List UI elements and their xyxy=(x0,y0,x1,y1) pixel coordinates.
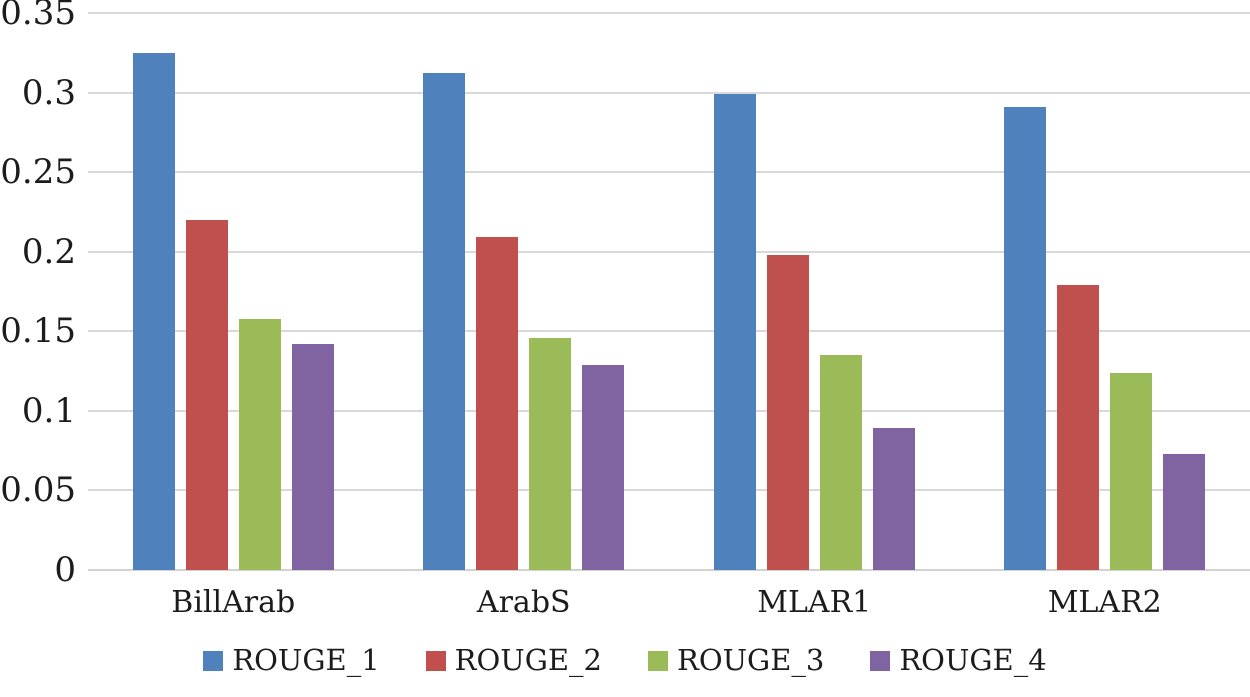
legend-label: ROUGE_2 xyxy=(454,643,602,677)
legend-label: ROUGE_1 xyxy=(232,643,380,677)
bar-rouge_1-billarab xyxy=(132,53,175,570)
y-tick-label: 0.1 xyxy=(21,390,76,431)
y-tick-label: 0.15 xyxy=(0,311,76,352)
bar-rouge_1-mlar2 xyxy=(1004,107,1047,570)
gridline xyxy=(88,489,1250,492)
x-axis-line xyxy=(88,569,1250,571)
bar-rouge_1-mlar1 xyxy=(713,94,756,570)
y-tick-label: 0.35 xyxy=(0,0,76,33)
bar-rouge_2-billarab xyxy=(185,220,228,570)
bar-group-arabs xyxy=(423,73,625,570)
bar-rouge_3-mlar2 xyxy=(1110,373,1153,570)
legend-item-rouge_1: ROUGE_1 xyxy=(203,643,380,677)
bar-rouge_4-mlar1 xyxy=(872,428,915,570)
legend-swatch-icon xyxy=(425,650,446,671)
x-axis-label-mlar2: MLAR2 xyxy=(1047,585,1162,620)
plot-area xyxy=(88,12,1250,571)
bar-rouge_3-billarab xyxy=(238,319,281,570)
legend-item-rouge_2: ROUGE_2 xyxy=(425,643,602,677)
y-tick-label: 0.05 xyxy=(0,470,76,511)
legend: ROUGE_1 ROUGE_2 ROUGE_3 ROUGE_4 xyxy=(0,646,1250,675)
legend-item-rouge_4: ROUGE_4 xyxy=(870,643,1047,677)
bar-rouge_2-arabs xyxy=(476,237,519,570)
gridline xyxy=(88,330,1250,333)
bar-rouge_2-mlar1 xyxy=(766,255,809,570)
bar-rouge_1-arabs xyxy=(423,73,466,570)
legend-item-rouge_3: ROUGE_3 xyxy=(648,646,824,675)
y-tick-label: 0.25 xyxy=(0,152,76,193)
y-tick-label: 0.2 xyxy=(21,231,76,272)
gridline xyxy=(88,91,1250,94)
y-tick-label: 0 xyxy=(54,550,76,590)
legend-swatch-icon xyxy=(203,650,224,671)
bar-rouge_3-mlar1 xyxy=(819,355,862,570)
y-tick-label: 0.3 xyxy=(21,72,76,113)
legend-swatch-icon xyxy=(870,650,891,671)
legend-label: ROUGE_3 xyxy=(677,643,825,677)
bar-group-mlar2 xyxy=(1004,107,1206,570)
gridline xyxy=(88,409,1250,412)
gridline xyxy=(88,250,1250,253)
bar-rouge_4-arabs xyxy=(582,365,625,570)
gridline xyxy=(88,171,1250,174)
x-axis-label-arabs: ArabS xyxy=(476,585,571,620)
x-axis-label-billarab: BillArab xyxy=(171,585,296,620)
legend-label: ROUGE_4 xyxy=(899,643,1047,677)
bar-group-mlar1 xyxy=(713,94,915,570)
gridline xyxy=(88,12,1250,14)
x-axis-label-mlar1: MLAR1 xyxy=(757,585,872,620)
bar-rouge_2-mlar2 xyxy=(1057,285,1100,570)
bar-rouge_4-billarab xyxy=(291,344,334,570)
bar-rouge_4-mlar2 xyxy=(1163,454,1206,570)
legend-swatch-icon xyxy=(648,650,668,671)
bar-rouge_3-arabs xyxy=(529,338,572,570)
bar-group-billarab xyxy=(132,53,334,570)
